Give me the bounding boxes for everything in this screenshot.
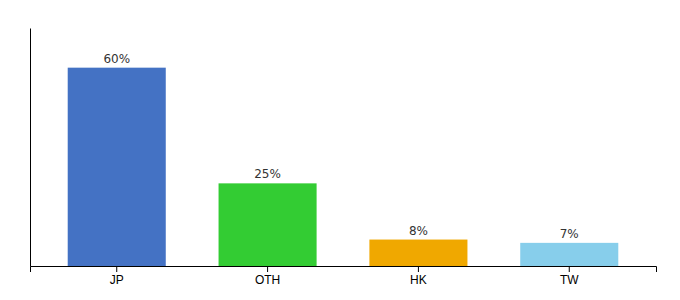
x-tick-mark [267, 266, 268, 272]
x-tick-label: OTH [255, 273, 280, 287]
data-label: 25% [254, 167, 281, 181]
bar [68, 68, 166, 266]
data-labels: 60% 25% 8% 7% [103, 52, 578, 241]
x-tick: JP [110, 266, 124, 287]
bar [520, 243, 618, 266]
data-label: 7% [560, 227, 579, 241]
x-tick: TW [560, 266, 579, 287]
y-axis-line [30, 29, 31, 267]
bar [219, 183, 317, 266]
x-tick-label: TW [560, 273, 579, 287]
data-label: 60% [103, 52, 130, 66]
chart: JP OTH HK TW 60% 25% 8% 7% [0, 0, 680, 300]
plot: JP OTH HK TW 60% 25% 8% 7% [31, 29, 657, 287]
x-tick: HK [410, 266, 427, 287]
x-axis: JP OTH HK TW [31, 266, 657, 287]
data-label: 8% [409, 224, 428, 238]
bar [369, 240, 467, 266]
bars [68, 68, 619, 266]
y-axis [30, 29, 31, 267]
x-tick-label: HK [410, 273, 427, 287]
x-tick: OTH [255, 266, 280, 287]
x-tick-label: JP [110, 273, 124, 287]
x-tick-mark [418, 266, 419, 272]
x-axis-line [31, 267, 657, 273]
x-tick-mark [116, 266, 117, 272]
x-tick-mark [569, 266, 570, 272]
